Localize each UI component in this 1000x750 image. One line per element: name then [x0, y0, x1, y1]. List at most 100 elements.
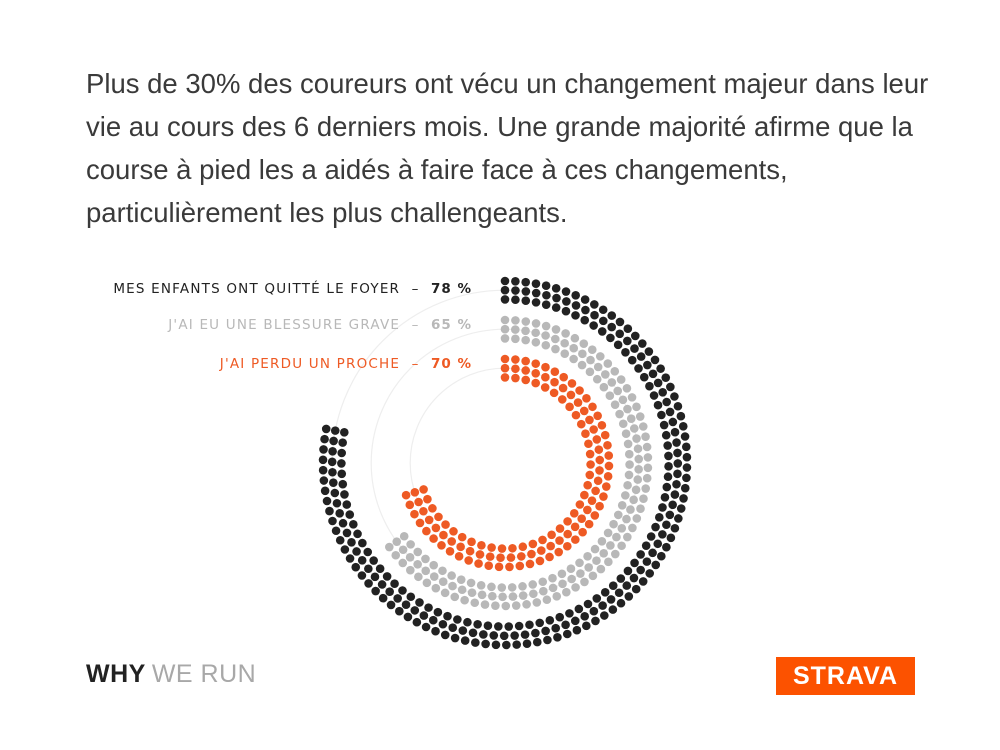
ring-dot [626, 414, 636, 423]
ring-dot [587, 496, 597, 505]
ring-dot [670, 523, 680, 533]
ring-dot [500, 363, 510, 373]
ring-dot [643, 453, 653, 462]
ring-dot [507, 583, 517, 592]
ring-dot [500, 285, 510, 295]
ring-dot [421, 554, 430, 564]
ring-dot [635, 412, 645, 421]
ring-dot [423, 494, 432, 504]
ring-dot [562, 297, 571, 306]
ring-dot [633, 444, 643, 454]
ring-dot [608, 605, 618, 614]
ring-dot [521, 296, 531, 306]
ring-dot [347, 538, 356, 547]
ring-dot [632, 402, 641, 412]
ring-dot [431, 523, 441, 533]
ring-dot [623, 480, 632, 490]
ring-dot [481, 639, 490, 649]
ring-dot [329, 436, 338, 446]
ring-dot [535, 556, 545, 566]
ring-dot [541, 372, 550, 382]
ring-dot [489, 631, 499, 640]
ring-dot [636, 565, 645, 575]
ring-dot [651, 560, 661, 570]
headline-text: Plus de 30% des coureurs ont vécu un cha… [86, 68, 929, 228]
ring-dot [682, 473, 691, 483]
ring-dot [567, 379, 577, 388]
ring-dot [642, 557, 652, 566]
ring-dot [521, 317, 531, 326]
ring-dot [588, 571, 598, 581]
ring-dot [536, 546, 546, 555]
ring-dot [521, 287, 531, 296]
ring-dot [558, 579, 567, 589]
ring-dot [337, 459, 346, 468]
ring-dot [658, 530, 667, 539]
ring-dot [375, 564, 385, 574]
ring-dot [571, 583, 580, 592]
ring-dot [613, 340, 623, 350]
ring-dot [610, 367, 620, 376]
ring-dot [643, 360, 652, 370]
wordmark-strong: WHY [86, 660, 146, 688]
ring-dot [634, 465, 643, 474]
ring-dot [591, 486, 600, 496]
ring-dot [591, 616, 600, 626]
ring-dot [467, 588, 477, 597]
ring-dot [590, 511, 600, 520]
ring-dot [342, 500, 352, 509]
ring-dot [349, 520, 358, 529]
ring-dot [371, 586, 380, 596]
ring-dot [429, 572, 439, 581]
ring-dot [520, 630, 530, 639]
ring-dot [342, 528, 352, 538]
ring-dot [682, 463, 692, 472]
ring-dot [511, 316, 520, 325]
ring-dot [477, 540, 486, 550]
ring-dot [597, 327, 607, 336]
ring-dot [583, 552, 592, 561]
ring-dot [500, 295, 510, 304]
ring-dot [456, 542, 465, 552]
ring-dot [332, 498, 342, 508]
ring-dot [399, 531, 409, 541]
ring-dot [657, 410, 666, 420]
ring-dot [398, 545, 408, 555]
ring-dot [413, 560, 422, 569]
ring-dot [531, 288, 541, 298]
ring-dot [487, 543, 496, 552]
ring-dot [551, 303, 561, 312]
ring-dot [565, 609, 574, 618]
ring-dot [511, 295, 520, 305]
ring-dot [674, 514, 683, 523]
ring-dot [456, 575, 466, 584]
ring-dot [584, 563, 593, 572]
ring-dot [406, 565, 415, 575]
ring-dot [603, 359, 613, 368]
ring-dot [421, 566, 431, 576]
ring-dot [600, 430, 610, 440]
ring-dot [527, 549, 536, 559]
ring-dot [377, 580, 387, 589]
ring-dot [499, 631, 509, 641]
ring-dot [518, 582, 527, 591]
ring-dot [329, 478, 338, 487]
ring-dot [666, 533, 676, 543]
ring-dot [651, 522, 660, 532]
ring-dot [598, 316, 608, 326]
ring-dot [370, 572, 380, 582]
ring-dot [603, 528, 613, 538]
legend-value: 78 % [431, 281, 472, 297]
ring-dot [555, 524, 565, 533]
ring-dot [548, 583, 558, 593]
ring-dot [541, 281, 551, 291]
ring-dot [437, 541, 446, 550]
ring-dot [593, 411, 602, 421]
ring-dot [587, 345, 597, 355]
ring-dot [369, 556, 378, 565]
ring-dot [656, 364, 665, 373]
ring-dot [528, 539, 538, 549]
ring-dot [662, 520, 671, 530]
ring-dot [583, 599, 593, 609]
